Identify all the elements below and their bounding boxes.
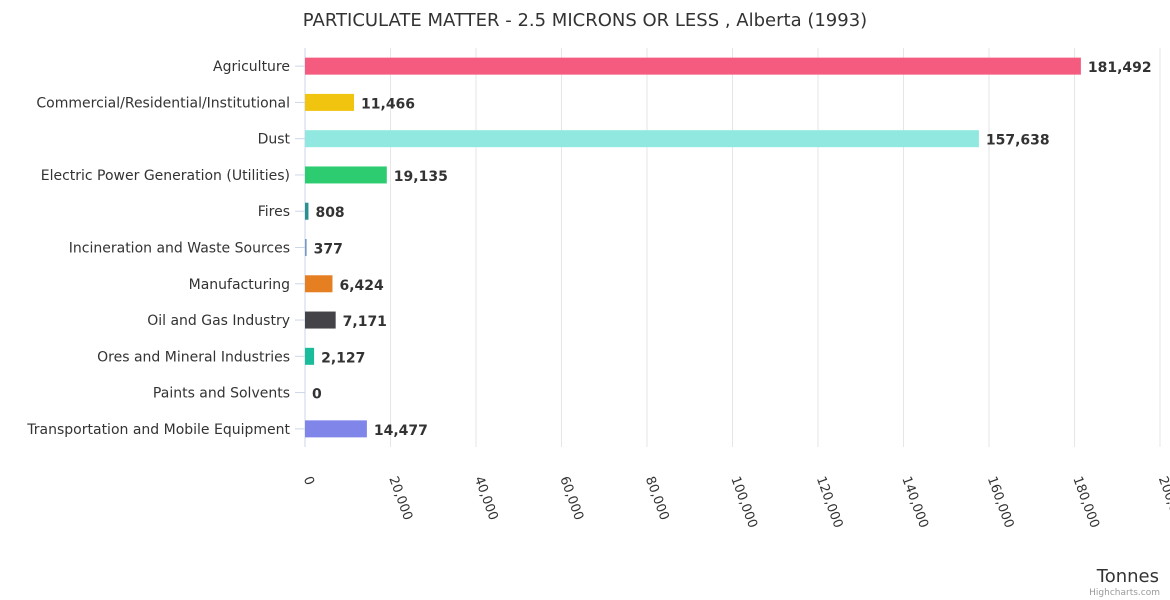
x-tick-label: 120,000 — [813, 474, 845, 530]
data-label: 7,171 — [343, 314, 387, 330]
data-label: 2,127 — [321, 350, 365, 366]
bar — [305, 202, 309, 220]
bar — [305, 275, 333, 293]
data-label: 14,477 — [374, 423, 428, 439]
bar — [305, 239, 307, 256]
data-label: 6,424 — [339, 278, 384, 294]
chart-title: PARTICULATE MATTER - 2.5 MICRONS OR LESS… — [303, 10, 867, 31]
x-tick-label: 100,000 — [727, 474, 759, 530]
x-tick-label: 0 — [300, 474, 317, 487]
y-category-label: Paints and Solvents — [153, 386, 290, 402]
y-category-label: Dust — [258, 132, 291, 148]
axis-title: Tonnes — [1096, 566, 1159, 587]
x-tick-label: 160,000 — [984, 474, 1016, 530]
credits-link[interactable]: Highcharts.com — [1089, 588, 1160, 598]
bar — [305, 166, 387, 184]
x-tick-label: 140,000 — [898, 474, 930, 530]
bar — [305, 130, 979, 148]
x-tick-label: 20,000 — [385, 474, 415, 522]
data-label: 808 — [315, 205, 344, 221]
y-category-label: Incineration and Waste Sources — [69, 241, 290, 257]
x-tick-label: 40,000 — [471, 474, 501, 522]
y-category-label: Electric Power Generation (Utilities) — [41, 168, 290, 184]
bar — [305, 311, 336, 329]
data-label: 181,492 — [1088, 60, 1152, 76]
y-category-label: Fires — [258, 204, 290, 220]
x-tick-label: 200,000 — [1155, 474, 1170, 530]
y-category-label: Oil and Gas Industry — [147, 313, 290, 329]
bar — [305, 347, 315, 365]
y-category-label: Agriculture — [213, 59, 290, 75]
y-category-label: Commercial/Residential/Institutional — [36, 95, 290, 111]
y-category-label: Ores and Mineral Industries — [97, 349, 290, 365]
y-category-label: Manufacturing — [189, 277, 290, 293]
data-label: 377 — [314, 242, 343, 258]
x-tick-label: 180,000 — [1069, 474, 1101, 530]
x-tick-label: 80,000 — [642, 474, 672, 522]
bar — [305, 57, 1081, 75]
data-label: 0 — [312, 387, 322, 403]
y-category-label: Transportation and Mobile Equipment — [26, 422, 290, 438]
data-label: 157,638 — [986, 133, 1050, 149]
bar — [305, 420, 367, 438]
data-label: 19,135 — [394, 169, 448, 185]
data-label: 11,466 — [361, 96, 415, 112]
bar — [305, 93, 355, 111]
x-tick-label: 60,000 — [556, 474, 586, 522]
